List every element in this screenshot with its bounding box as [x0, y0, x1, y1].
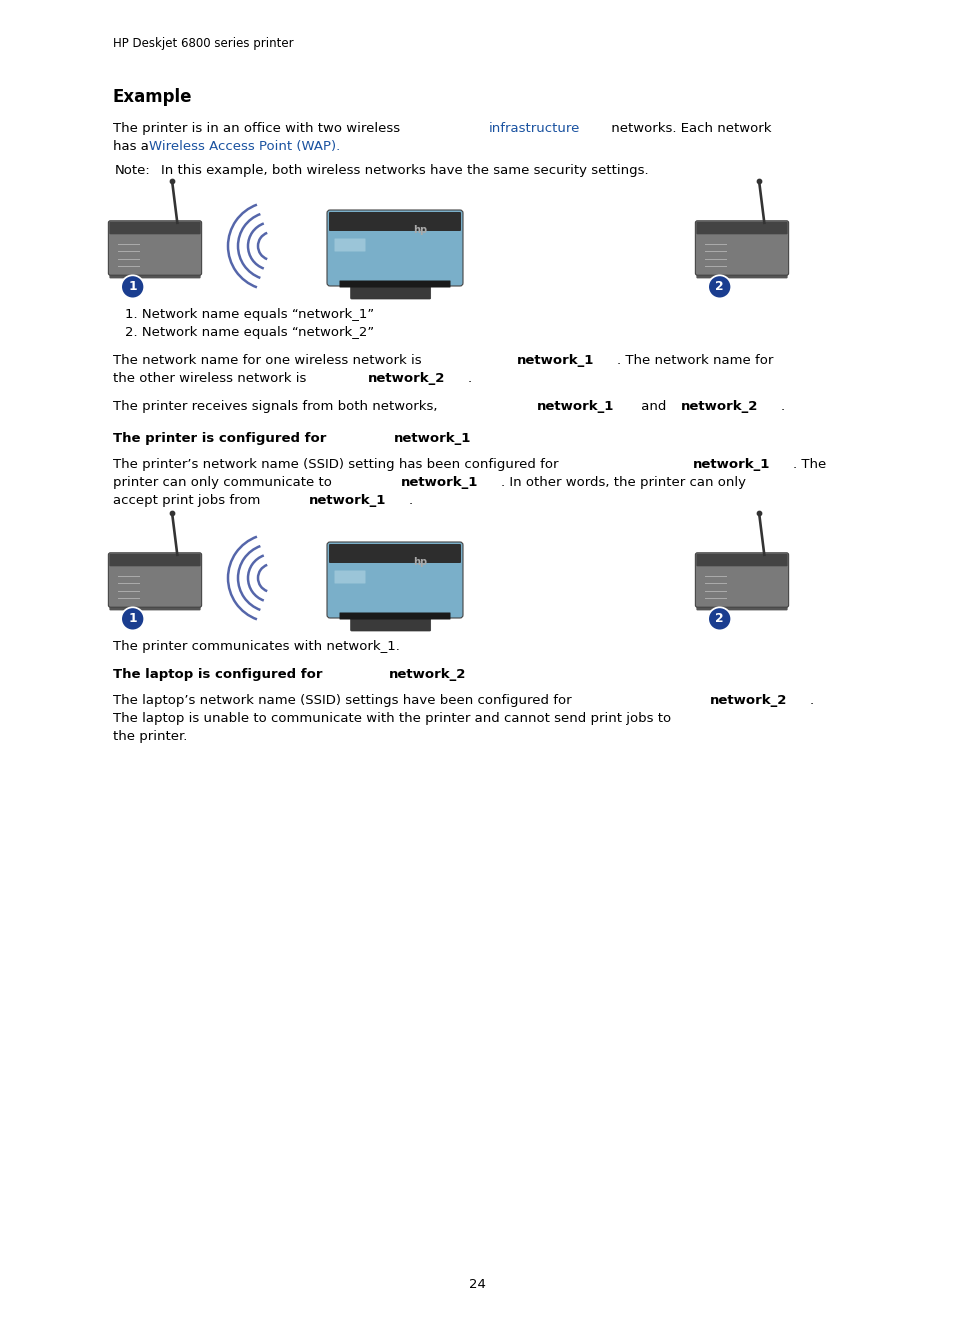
FancyBboxPatch shape: [351, 614, 430, 631]
Text: printer can only communicate to: printer can only communicate to: [112, 476, 335, 489]
Text: .: .: [780, 400, 783, 413]
Text: In this example, both wireless networks have the same security settings.: In this example, both wireless networks …: [161, 164, 648, 177]
Text: network_1: network_1: [693, 458, 770, 472]
Text: .: .: [467, 373, 472, 384]
FancyBboxPatch shape: [696, 267, 787, 279]
FancyBboxPatch shape: [109, 552, 201, 608]
Text: 1. Network name equals “network_1”: 1. Network name equals “network_1”: [125, 308, 374, 321]
Text: network_1: network_1: [400, 476, 477, 489]
Text: The printer’s network name (SSID) setting has been configured for: The printer’s network name (SSID) settin…: [112, 458, 562, 472]
Text: the other wireless network is: the other wireless network is: [112, 373, 311, 384]
Text: . The network name for: . The network name for: [616, 354, 772, 367]
Text: The laptop is configured for: The laptop is configured for: [112, 668, 327, 682]
Text: .: .: [809, 694, 813, 707]
Text: network_2: network_2: [679, 400, 757, 413]
Text: . The: . The: [792, 458, 825, 472]
Text: The printer receives signals from both networks,: The printer receives signals from both n…: [112, 400, 441, 413]
FancyBboxPatch shape: [327, 542, 462, 618]
FancyBboxPatch shape: [327, 210, 462, 287]
Text: HP Deskjet 6800 series printer: HP Deskjet 6800 series printer: [112, 37, 294, 50]
Text: The printer is configured for: The printer is configured for: [112, 432, 331, 445]
FancyBboxPatch shape: [339, 613, 450, 620]
FancyBboxPatch shape: [696, 553, 787, 567]
Text: the printer.: the printer.: [112, 731, 187, 742]
Text: The printer is in an office with two wireless: The printer is in an office with two wir…: [112, 122, 404, 135]
FancyBboxPatch shape: [335, 571, 365, 584]
Text: hp: hp: [413, 557, 427, 567]
FancyBboxPatch shape: [109, 221, 201, 275]
Text: The laptop’s network name (SSID) settings have been configured for: The laptop’s network name (SSID) setting…: [112, 694, 576, 707]
FancyBboxPatch shape: [695, 221, 788, 275]
Text: . In other words, the printer can only: . In other words, the printer can only: [500, 476, 745, 489]
Text: The laptop is unable to communicate with the printer and cannot send print jobs : The laptop is unable to communicate with…: [112, 712, 670, 725]
Text: infrastructure: infrastructure: [489, 122, 579, 135]
Text: Example: Example: [112, 89, 193, 106]
Circle shape: [707, 275, 730, 299]
Text: The network name for one wireless network is: The network name for one wireless networ…: [112, 354, 425, 367]
FancyBboxPatch shape: [110, 222, 200, 234]
FancyBboxPatch shape: [329, 544, 460, 563]
Text: has a: has a: [112, 140, 153, 153]
FancyBboxPatch shape: [329, 211, 460, 231]
FancyBboxPatch shape: [696, 222, 787, 234]
Text: network_2: network_2: [368, 373, 445, 384]
FancyBboxPatch shape: [110, 267, 200, 279]
Text: Wireless Access Point (WAP).: Wireless Access Point (WAP).: [149, 140, 340, 153]
FancyBboxPatch shape: [351, 281, 430, 299]
FancyBboxPatch shape: [110, 598, 200, 610]
Text: 1: 1: [129, 280, 137, 293]
Text: 1: 1: [129, 613, 137, 625]
Text: The printer communicates with network_1.: The printer communicates with network_1.: [112, 639, 399, 653]
Circle shape: [121, 275, 144, 299]
Text: network_1: network_1: [517, 354, 594, 367]
Circle shape: [707, 608, 730, 630]
Text: networks. Each network: networks. Each network: [606, 122, 771, 135]
Text: network_1: network_1: [394, 432, 471, 445]
Text: 2: 2: [715, 280, 723, 293]
FancyBboxPatch shape: [695, 552, 788, 608]
Text: and: and: [637, 400, 670, 413]
Text: Note:: Note:: [115, 164, 151, 177]
FancyBboxPatch shape: [339, 280, 450, 288]
FancyBboxPatch shape: [335, 239, 365, 251]
Text: hp: hp: [413, 225, 427, 235]
Text: .: .: [408, 494, 413, 507]
Text: network_1: network_1: [309, 494, 386, 507]
Text: 2. Network name equals “network_2”: 2. Network name equals “network_2”: [125, 326, 374, 339]
Text: network_2: network_2: [710, 694, 787, 707]
Text: network_2: network_2: [389, 668, 466, 682]
Text: 24: 24: [468, 1277, 485, 1291]
Text: accept print jobs from: accept print jobs from: [112, 494, 264, 507]
FancyBboxPatch shape: [696, 598, 787, 610]
Text: network_1: network_1: [537, 400, 614, 413]
Text: 2: 2: [715, 613, 723, 625]
Circle shape: [121, 608, 144, 630]
FancyBboxPatch shape: [110, 553, 200, 567]
